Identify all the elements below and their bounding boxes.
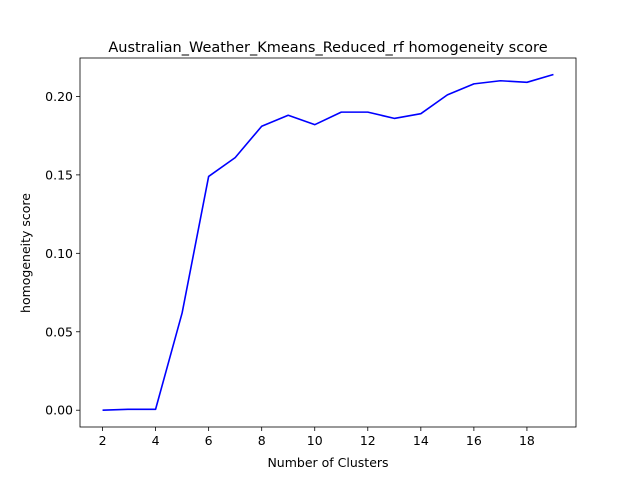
y-tick-label: 0.10 bbox=[45, 246, 73, 261]
x-tick-label: 6 bbox=[205, 433, 213, 448]
series-line-0 bbox=[102, 73, 554, 412]
x-axis-label: Number of Clusters bbox=[267, 455, 388, 470]
x-tick-label: 2 bbox=[99, 433, 107, 448]
y-tick-label: 0.05 bbox=[45, 324, 73, 339]
x-tick-label: 8 bbox=[258, 433, 266, 448]
y-tick-label: 0.00 bbox=[45, 403, 73, 418]
y-tick-label: 0.20 bbox=[45, 89, 73, 104]
plot-area bbox=[79, 57, 577, 428]
y-axis-ticks: 0.00 0.05 0.10 0.15 0.20 bbox=[45, 89, 80, 418]
x-tick-label: 12 bbox=[360, 433, 376, 448]
x-tick-label: 18 bbox=[519, 433, 535, 448]
y-tick-label: 0.15 bbox=[45, 167, 73, 182]
chart-title: Australian_Weather_Kmeans_Reduced_rf hom… bbox=[108, 40, 547, 56]
x-tick-label: 16 bbox=[466, 433, 482, 448]
x-axis-ticks: 2 4 6 8 10 12 14 16 18 bbox=[99, 427, 535, 448]
x-tick-label: 14 bbox=[413, 433, 429, 448]
x-tick-label: 4 bbox=[152, 433, 160, 448]
y-axis-label: homogeneity score bbox=[18, 193, 33, 313]
x-tick-label: 10 bbox=[307, 433, 323, 448]
axes-frame bbox=[79, 57, 577, 428]
